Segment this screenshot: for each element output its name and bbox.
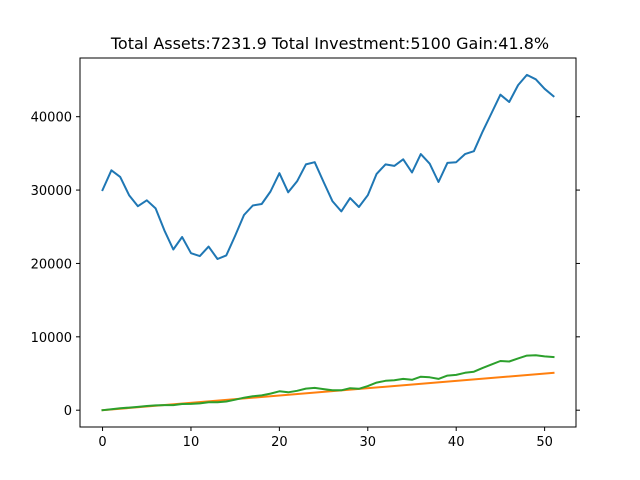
x-tick-label: 0 [98, 435, 106, 450]
x-tick-label: 10 [183, 435, 200, 450]
y-tick-label: 20000 [31, 257, 72, 272]
y-tick-label: 0 [64, 404, 72, 419]
x-tick-label: 30 [360, 435, 377, 450]
series-line-1 [101, 73, 555, 260]
y-tick-label: 30000 [31, 184, 72, 199]
chart-title: Total Assets:7231.9 Total Investment:510… [110, 34, 549, 53]
x-tick-label: 20 [271, 435, 288, 450]
plot-frame [79, 57, 577, 428]
axes-layer: 0 10 20 30 40 50 0 10000 20000 30000 40000 [31, 57, 580, 450]
series-line-3 [101, 354, 555, 412]
series-layer [101, 73, 555, 412]
x-tick-label: 50 [536, 435, 553, 450]
x-tick-label: 40 [448, 435, 465, 450]
y-tick-label: 40000 [31, 111, 72, 126]
y-tick-label: 10000 [31, 331, 72, 346]
